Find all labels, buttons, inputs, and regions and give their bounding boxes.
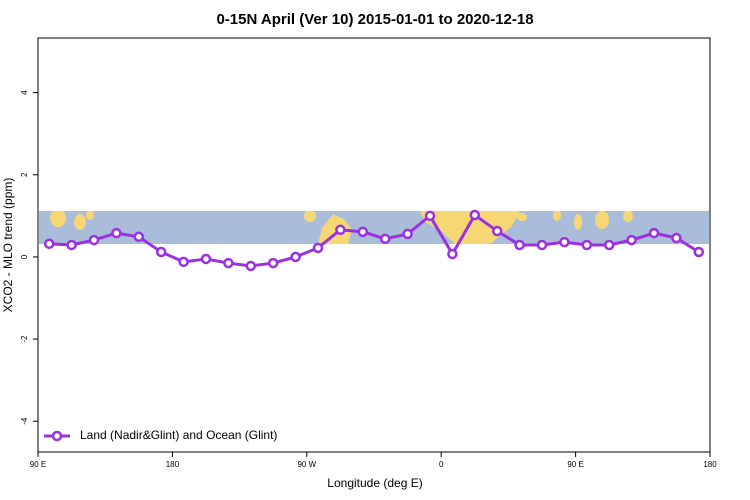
data-point [469, 209, 481, 221]
plot-frame [37, 37, 711, 453]
data-point [626, 234, 637, 246]
legend-label: Land (Nadir&Glint) and Ocean (Glint) [80, 428, 277, 442]
x-tick-label: 0 [439, 460, 444, 469]
data-point [424, 210, 436, 222]
y-tick-label: 4 [20, 90, 29, 95]
data-point [603, 239, 615, 251]
data-point [267, 257, 279, 269]
x-tick-label: 180 [703, 460, 717, 469]
data-point [335, 224, 346, 236]
data-point [66, 239, 77, 251]
data-point [491, 225, 503, 237]
data-point [133, 231, 145, 243]
data-point [111, 227, 122, 239]
y-tick-label: -2 [20, 335, 29, 343]
y-axis-label: XCO2 - MLO trend (ppm) [1, 178, 15, 313]
chart-title: 0-15N April (Ver 10) 2015-01-01 to 2020-… [216, 11, 533, 28]
y-tick-label: 2 [20, 172, 29, 177]
data-point [379, 233, 391, 245]
data-point [290, 251, 301, 263]
data-point [200, 253, 212, 265]
map-band [39, 211, 709, 244]
x-tick-label: 90 E [30, 460, 46, 469]
data-point [536, 239, 548, 251]
x-tick-label: 90 W [297, 460, 316, 469]
data-point [357, 226, 369, 238]
data-point [178, 256, 189, 268]
data-point [223, 257, 234, 269]
x-tick-label: 180 [166, 460, 180, 469]
data-point [245, 260, 257, 272]
data-point [559, 236, 570, 248]
y-tick-label: 0 [20, 254, 29, 259]
data-point [43, 238, 55, 250]
data-point [402, 228, 413, 240]
data-point [671, 232, 682, 244]
data-point [312, 242, 324, 254]
x-tick-label: 90 E [567, 460, 583, 469]
data-point [88, 234, 100, 246]
y-tick-label: -4 [20, 417, 29, 425]
data-point [514, 239, 525, 251]
data-point [155, 246, 167, 258]
data-point [693, 246, 705, 258]
data-point [648, 227, 660, 239]
data-point [581, 239, 593, 251]
legend-marker [51, 430, 63, 442]
data-point [447, 248, 458, 260]
x-axis-label: Longitude (deg E) [327, 476, 422, 490]
